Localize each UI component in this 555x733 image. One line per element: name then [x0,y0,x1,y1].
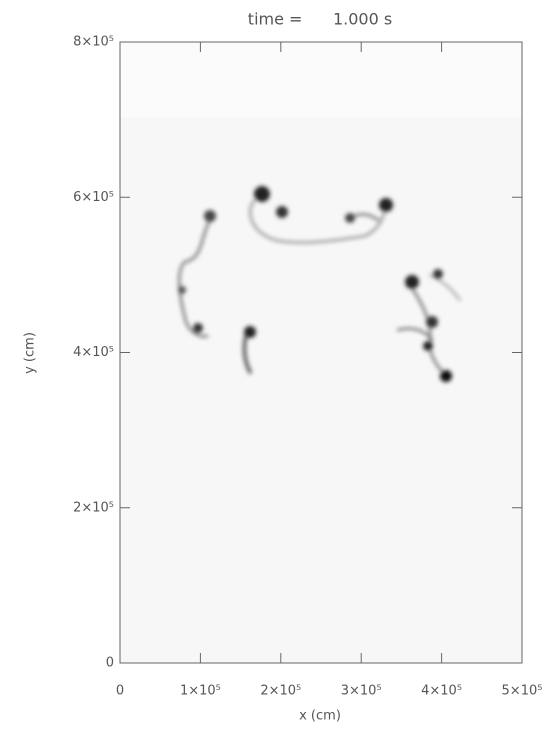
y-tick-label: 8×10⁵ [73,35,114,50]
x-tick-label: 3×10⁵ [341,684,382,699]
upper-layer [120,42,522,117]
x-tick-label: 0 [116,684,124,699]
y-tick-label: 4×10⁵ [73,345,114,360]
field-background [120,42,522,663]
y-tick-label: 6×10⁵ [73,190,114,205]
x-axis-label: x (cm) [299,709,341,724]
x-tick-label: 2×10⁵ [260,684,301,699]
chart-title: time = 1.000 s [248,10,392,29]
y-tick-label: 0 [106,656,114,671]
x-tick-label: 4×10⁵ [421,684,462,699]
x-tick-label: 1×10⁵ [180,684,221,699]
y-axis-label: y (cm) [23,332,38,374]
y-tick-label: 2×10⁵ [73,500,114,515]
chart: time = 1.000 s x (cm) y (cm) 0 1×10⁵ 2×10⁵… [0,0,555,729]
x-tick-label: 5×10⁵ [502,684,543,699]
